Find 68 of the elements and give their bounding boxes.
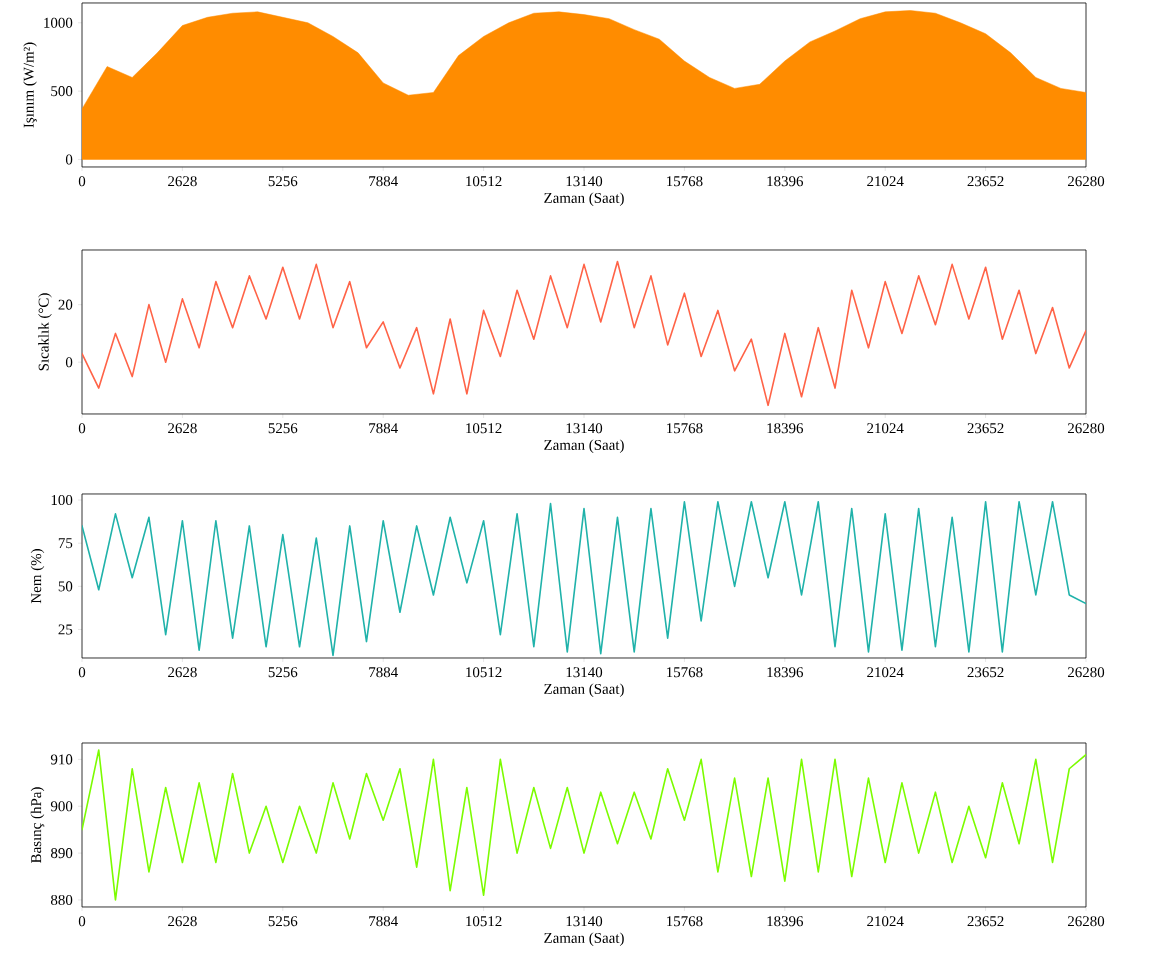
line-series — [82, 260, 1087, 407]
y-tick-label: 20 — [58, 299, 73, 310]
x-tick-label: 26280 — [1067, 176, 1105, 187]
x-tick-label: 10512 — [466, 916, 502, 927]
x-tick-label: 26280 — [1067, 667, 1105, 678]
line-series — [82, 749, 1087, 901]
y-axis-title: Işınım (W/m²) — [23, 42, 37, 128]
y-axis-title: Nem (%) — [30, 549, 45, 604]
x-tick-label: 21024 — [867, 916, 904, 927]
y-tick-label: 25 — [58, 624, 73, 635]
x-tick-label: 7884 — [369, 423, 398, 434]
x-tick-label: 7884 — [369, 916, 398, 927]
x-tick-label: 15768 — [667, 176, 703, 187]
y-tick-label: 100 — [51, 494, 73, 506]
y-tick-label: 880 — [50, 894, 73, 905]
y-tick-label: 0 — [65, 357, 73, 368]
x-tick-label: 5256 — [268, 916, 298, 927]
x-tick-label: 10512 — [466, 176, 502, 187]
x-tick-label: 7884 — [369, 667, 398, 678]
x-tick-label: 21024 — [867, 667, 904, 678]
x-tick-label: 13140 — [566, 423, 603, 434]
x-tick-label: 18396 — [767, 176, 804, 187]
x-tick-label: 26280 — [1067, 423, 1105, 434]
x-tick-label: 18396 — [767, 916, 804, 927]
x-axis-title: Zaman (Saat) — [544, 932, 624, 946]
y-tick-label: 0 — [65, 154, 73, 165]
x-tick-label: 15768 — [667, 423, 703, 434]
x-tick-label: 10512 — [466, 423, 502, 434]
y-tick-label: 50 — [58, 581, 73, 592]
x-tick-label: 15768 — [667, 916, 703, 927]
x-tick-label: 5256 — [268, 667, 298, 678]
y-axis-title: Basınç (hPa) — [30, 787, 45, 863]
y-tick-label: 500 — [51, 86, 73, 97]
x-tick-label: 13140 — [566, 176, 603, 187]
x-tick-label: 10512 — [466, 667, 502, 678]
x-tick-label: 13140 — [566, 667, 603, 678]
y-tick-label: 1000 — [44, 17, 73, 28]
y-tick-label: 900 — [50, 801, 73, 812]
x-tick-label: 5256 — [268, 176, 298, 187]
y-tick-label: 890 — [50, 848, 73, 859]
x-tick-label: 21024 — [867, 423, 904, 434]
x-tick-label: 23652 — [967, 176, 1004, 187]
x-tick-label: 18396 — [767, 667, 804, 678]
x-tick-label: 0 — [78, 176, 86, 187]
x-tick-label: 0 — [78, 423, 86, 434]
x-tick-label: 21024 — [867, 176, 904, 187]
y-tick-label: 910 — [50, 754, 73, 765]
x-axis-title: Zaman (Saat) — [544, 192, 624, 206]
x-axis-title: Zaman (Saat) — [544, 439, 624, 453]
y-axis-title: Sıcaklık (°C) — [38, 293, 52, 371]
x-tick-label: 0 — [78, 667, 86, 678]
x-tick-label: 23652 — [967, 423, 1004, 434]
x-tick-label: 0 — [78, 916, 86, 927]
x-tick-label: 2628 — [168, 667, 197, 678]
x-tick-label: 2628 — [168, 423, 197, 434]
y-tick-label: 75 — [58, 538, 73, 549]
x-tick-label: 23652 — [967, 667, 1004, 678]
line-series — [82, 500, 1087, 657]
x-tick-label: 2628 — [168, 916, 197, 927]
x-tick-label: 7884 — [369, 176, 398, 187]
x-tick-label: 5256 — [268, 423, 298, 434]
x-axis-title: Zaman (Saat) — [544, 683, 624, 697]
x-tick-label: 13140 — [566, 916, 603, 927]
x-tick-label: 18396 — [767, 423, 804, 434]
x-tick-label: 15768 — [667, 667, 703, 678]
x-tick-label: 2628 — [168, 176, 197, 187]
x-tick-label: 23652 — [967, 916, 1004, 927]
x-tick-label: 26280 — [1067, 916, 1105, 927]
